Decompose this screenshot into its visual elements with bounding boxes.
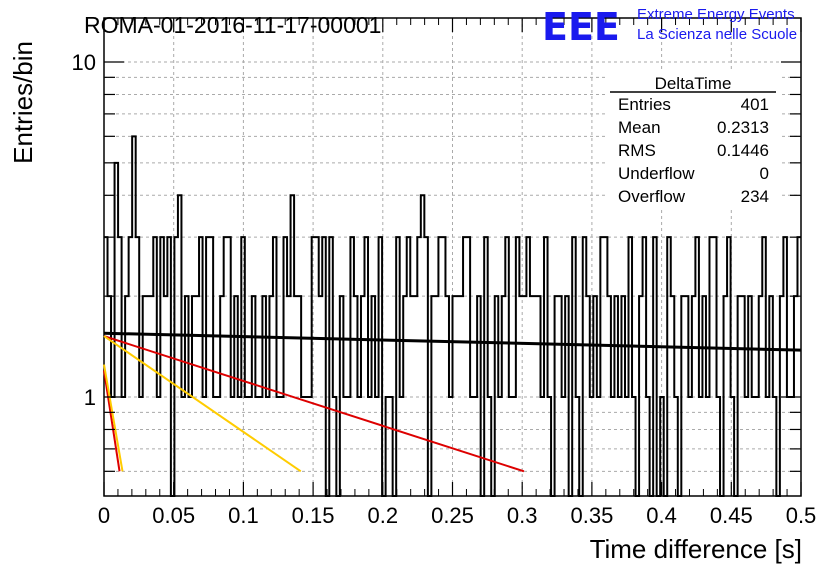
stats-label-overflow: Overflow <box>618 187 686 206</box>
stats-value-underflow: 0 <box>760 164 769 183</box>
stats-value-entries: 401 <box>741 95 769 114</box>
histogram-series <box>104 135 801 497</box>
x-tick-label: 0 <box>98 503 110 528</box>
stats-value-rms: 0.1446 <box>717 141 769 160</box>
x-tick-label: 0.05 <box>152 503 195 528</box>
y-tick-label: 1 <box>84 385 96 410</box>
stats-label-entries: Entries <box>618 95 671 114</box>
chart-title: ROMA-01-2016-11-17-00001 <box>84 12 381 38</box>
x-axis-label: Time difference [s] <box>590 534 802 564</box>
stats-label-underflow: Underflow <box>618 164 695 183</box>
stats-value-overflow: 234 <box>741 187 769 206</box>
y-axis-label: Entries/bin <box>8 41 38 164</box>
stats-box-title: DeltaTime <box>655 74 732 93</box>
stats-label-mean: Mean <box>618 118 661 137</box>
x-tick-label: 0.1 <box>228 503 259 528</box>
x-tick-label: 0.4 <box>646 503 677 528</box>
y-tick-label: 10 <box>72 50 96 75</box>
axes: 0 0.05 0.1 0.15 0.2 0.25 0.3 0.35 0.4 0.45 0.5 1 10 <box>72 18 817 528</box>
x-tick-label: 0.15 <box>292 503 335 528</box>
eee-logo: EEE <box>542 5 620 49</box>
stats-box: DeltaTime Entries 401 Mean 0.2313 RMS 0.… <box>606 70 780 210</box>
fit-curve-red-3 <box>103 370 121 472</box>
x-tick-label: 0.45 <box>710 503 753 528</box>
x-tick-label: 0.3 <box>507 503 538 528</box>
histogram-outline <box>104 135 801 497</box>
logo-line-1: Extreme Energy Events <box>637 6 795 23</box>
fit-curve-yellow-4 <box>103 364 124 472</box>
x-tick-label: 0.35 <box>570 503 613 528</box>
logo-line-2: La Scienza nelle Scuole <box>637 26 797 43</box>
fit-curve-yellow-2 <box>103 335 302 473</box>
x-tick-label: 0.5 <box>786 503 817 528</box>
stats-label-rms: RMS <box>618 141 656 160</box>
x-tick-label: 0.25 <box>431 503 474 528</box>
fit-curve-black-0 <box>103 331 802 352</box>
x-tick-label: 0.2 <box>368 503 399 528</box>
fit-curve-red-1 <box>103 335 525 473</box>
stats-value-mean: 0.2313 <box>717 118 769 137</box>
fit-curves <box>103 331 802 473</box>
